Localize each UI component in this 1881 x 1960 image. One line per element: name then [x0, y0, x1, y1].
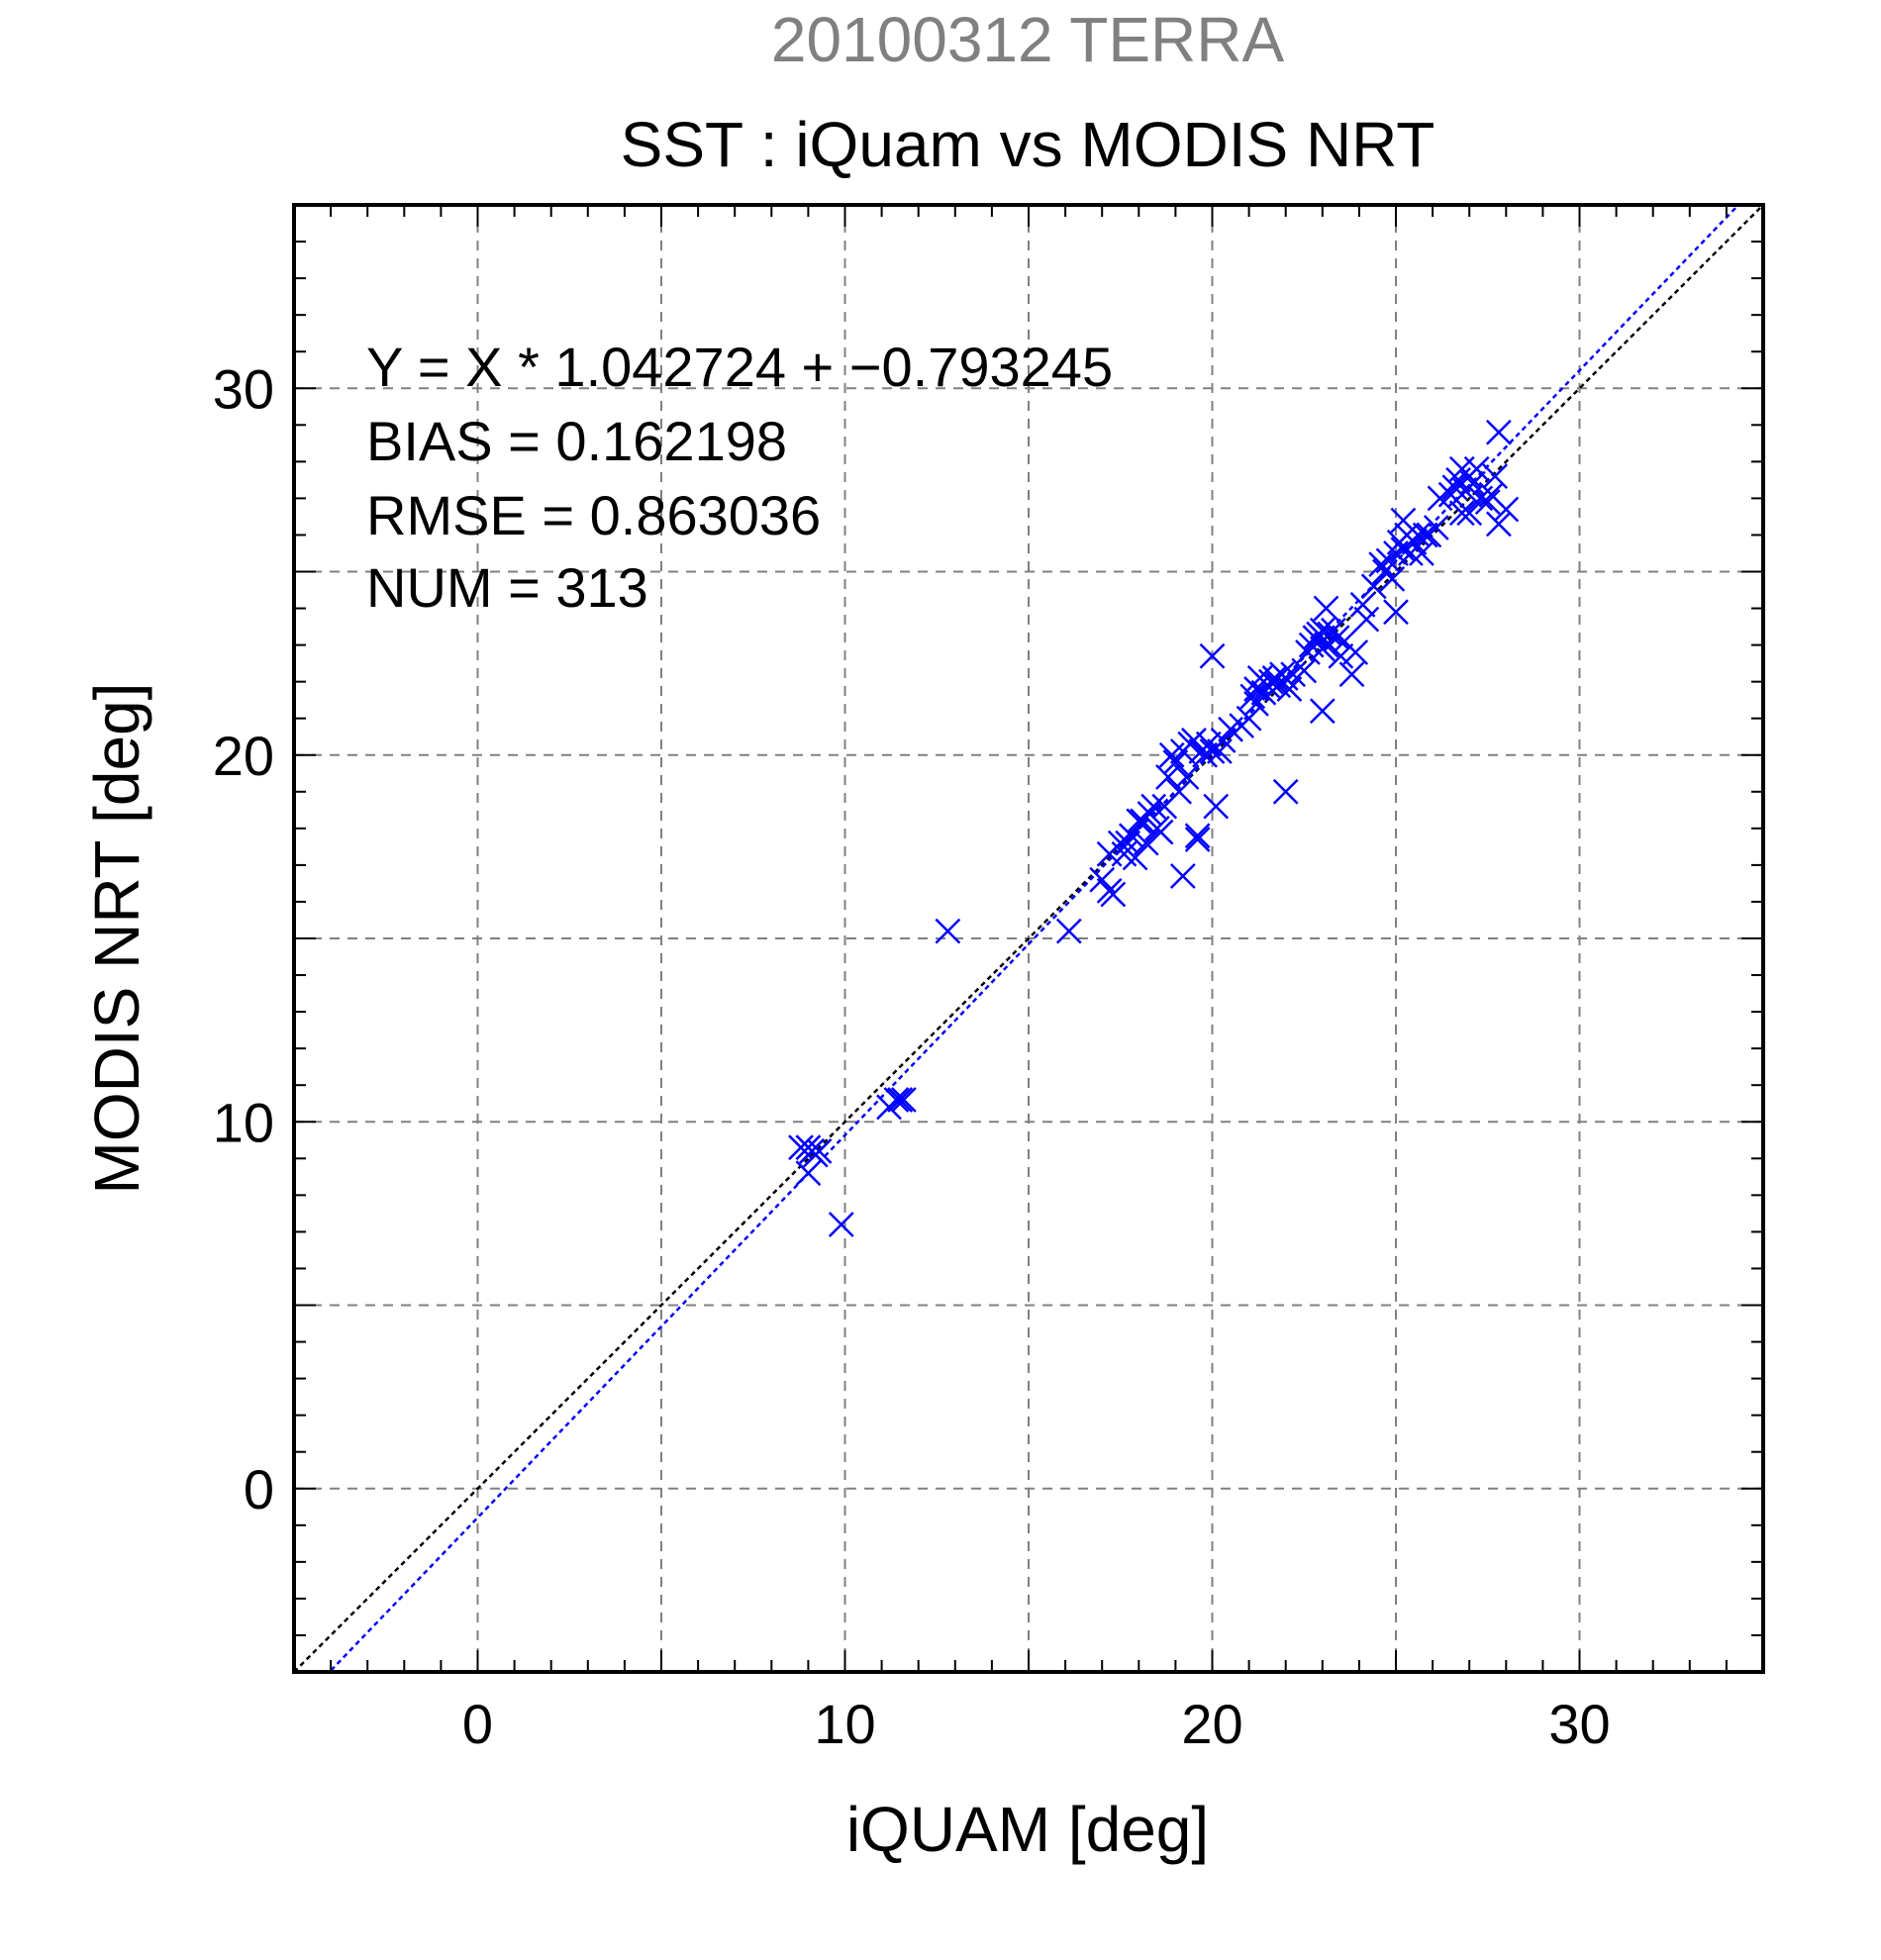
data-point — [1173, 764, 1200, 790]
x-tick-label: 0 — [462, 1693, 493, 1755]
fit-line — [328, 205, 1740, 1672]
data-point — [1460, 470, 1486, 497]
data-point — [1412, 522, 1438, 548]
data-point — [1181, 728, 1207, 753]
data-point — [1338, 661, 1365, 688]
x-tick-label: 10 — [814, 1693, 875, 1755]
data-point — [1166, 778, 1192, 805]
y-tick-label: 30 — [213, 357, 274, 420]
data-point — [1272, 778, 1299, 805]
data-point — [1199, 642, 1226, 669]
identity-line — [294, 205, 1763, 1672]
y-axis-label: MODIS NRT [deg] — [81, 683, 152, 1195]
rmse-stat: RMSE = 0.863036 — [366, 484, 821, 546]
bias-stat: BIAS = 0.162198 — [366, 410, 787, 472]
data-point — [1162, 749, 1189, 776]
data-point — [1448, 500, 1475, 527]
data-point — [1122, 844, 1148, 871]
y-tick-label: 10 — [213, 1091, 274, 1153]
data-point — [1349, 591, 1376, 618]
data-point — [1210, 728, 1237, 753]
y-tick-label: 0 — [244, 1458, 274, 1520]
data-point — [1478, 481, 1505, 508]
data-point — [1169, 863, 1196, 889]
data-point — [1089, 866, 1116, 893]
x-axis-label: iQUAM [deg] — [846, 1794, 1209, 1865]
data-point — [1276, 676, 1303, 702]
data-point — [795, 1160, 822, 1187]
data-point — [1184, 823, 1211, 849]
data-point — [799, 1138, 825, 1164]
data-point — [1379, 566, 1406, 592]
data-point — [1390, 507, 1417, 534]
data-point — [1195, 731, 1222, 757]
data-point — [1485, 419, 1512, 445]
data-point — [1423, 515, 1449, 540]
data-point — [1360, 573, 1387, 600]
data-point — [1203, 793, 1230, 820]
tick-labels: 0 10 20 30 0 10 20 30 — [213, 357, 1611, 1755]
data-point — [1236, 705, 1262, 732]
data-point — [1115, 830, 1141, 856]
data-point — [1353, 606, 1380, 633]
data-point — [806, 1138, 833, 1164]
data-point — [1485, 511, 1512, 538]
data-point — [1055, 918, 1082, 944]
data-point — [1342, 639, 1369, 665]
reference-lines — [294, 205, 1763, 1672]
chart-title: SST : iQuam vs MODIS NRT — [621, 109, 1436, 180]
data-point — [1155, 764, 1181, 790]
data-point — [1383, 599, 1409, 626]
chart-subtitle: 20100312 TERRA — [771, 4, 1285, 75]
data-point — [1482, 463, 1509, 490]
plot-frame — [292, 203, 1765, 1674]
data-point — [1456, 500, 1483, 527]
data-point — [1133, 830, 1159, 856]
data-point — [1137, 801, 1163, 827]
fit-equation: Y = X * 1.042724 + −0.793245 — [366, 336, 1113, 398]
x-tick-label: 20 — [1181, 1693, 1242, 1755]
data-point — [1409, 540, 1435, 566]
data-point — [1328, 642, 1354, 669]
data-point — [1313, 595, 1339, 622]
data-point — [883, 1087, 910, 1113]
data-point — [828, 1212, 854, 1237]
data-point — [1140, 793, 1167, 820]
y-tick-label: 20 — [213, 725, 274, 787]
data-point — [887, 1087, 914, 1113]
data-points — [788, 419, 1520, 1237]
data-point — [1463, 455, 1490, 482]
stats-block: Y = X * 1.042724 + −0.793245 BIAS = 0.16… — [366, 336, 1113, 619]
data-point — [1295, 639, 1321, 665]
data-point — [1401, 529, 1428, 555]
data-point — [1474, 489, 1501, 515]
data-point — [890, 1087, 917, 1113]
data-point — [1309, 698, 1336, 725]
data-point — [1309, 617, 1336, 643]
num-stat: NUM = 313 — [366, 556, 648, 619]
data-point — [1118, 823, 1144, 849]
data-point — [1147, 819, 1174, 845]
data-point — [1368, 551, 1395, 577]
data-point — [935, 918, 961, 944]
data-point — [1184, 827, 1211, 852]
data-point — [1100, 881, 1127, 908]
x-tick-label: 30 — [1548, 1693, 1610, 1755]
